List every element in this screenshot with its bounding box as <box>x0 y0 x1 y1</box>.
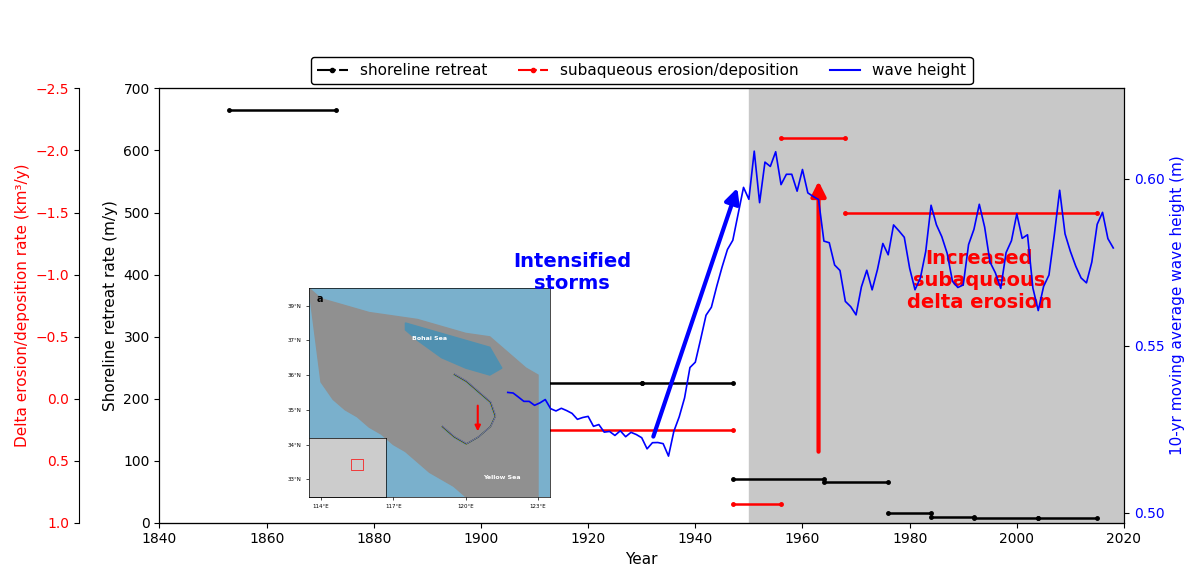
X-axis label: Year: Year <box>625 552 658 567</box>
Text: Intensified
storms: Intensified storms <box>512 251 631 293</box>
Text: Increased
subaqueous
delta erosion: Increased subaqueous delta erosion <box>907 249 1052 313</box>
Bar <box>749 88 1124 523</box>
Legend: shoreline retreat, subaqueous erosion/deposition, wave height: shoreline retreat, subaqueous erosion/de… <box>311 57 972 84</box>
Y-axis label: 10-yr moving average wave height (m): 10-yr moving average wave height (m) <box>1170 156 1186 456</box>
Y-axis label: Delta erosion/deposition rate (km³/y): Delta erosion/deposition rate (km³/y) <box>14 164 30 448</box>
Y-axis label: Shoreline retreat rate (m/y): Shoreline retreat rate (m/y) <box>103 200 118 411</box>
